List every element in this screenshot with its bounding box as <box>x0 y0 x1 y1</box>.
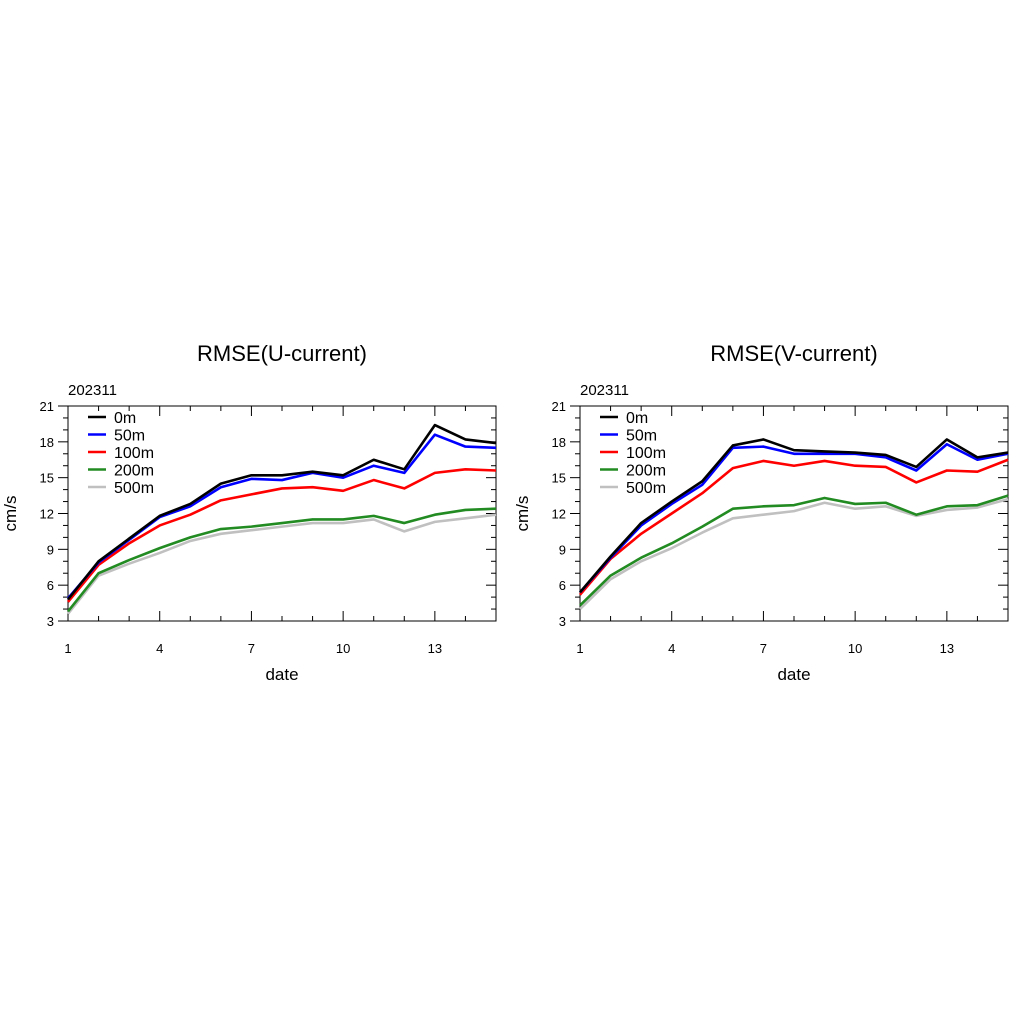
y-tick-label: 9 <box>559 542 566 557</box>
legend-label: 200m <box>114 463 154 480</box>
legend-label: 100m <box>114 445 154 462</box>
y-tick-label: 21 <box>552 399 566 414</box>
y-tick-label: 6 <box>47 578 54 593</box>
y-tick-label: 9 <box>47 542 54 557</box>
series-line-0m <box>66 423 497 601</box>
y-tick-label: 21 <box>40 399 54 414</box>
y-tick-label: 6 <box>559 578 566 593</box>
y-tick-label: 18 <box>40 435 54 450</box>
series-line-500m <box>579 497 1009 610</box>
legend-label: 50m <box>114 428 145 445</box>
x-tick-label: 13 <box>428 641 442 656</box>
series-line-100m <box>579 458 1009 596</box>
x-tick-label: 4 <box>668 641 675 656</box>
x-tick-label: 7 <box>760 641 767 656</box>
chart-subtitle: 202311 <box>580 382 629 399</box>
y-tick-label: 12 <box>40 507 54 522</box>
series-line-500m <box>66 513 497 615</box>
chart-panel-1: RMSE(U-current) 202311 1 4 7 10 13 3 6 9 12 15 18 21 d… <box>1 341 497 684</box>
series-line-100m <box>66 468 497 603</box>
legend-label: 0m <box>114 410 136 427</box>
chart-title: RMSE(U-current) <box>197 341 367 366</box>
x-axis-label: date <box>265 665 298 684</box>
y-tick-label: 15 <box>40 471 54 486</box>
y-tick-label: 3 <box>559 614 566 629</box>
series-line-50m <box>579 442 1009 594</box>
y-tick-label: 18 <box>552 435 566 450</box>
x-tick-label: 4 <box>156 641 163 656</box>
series-line-200m <box>66 507 497 613</box>
y-tick-label: 15 <box>552 471 566 486</box>
legend-label: 50m <box>626 428 657 445</box>
chart-panel-2: RMSE(V-current) 202311 1 4 7 10 13 3 6 9 12 15 18 21 d… <box>513 341 1009 684</box>
chart-title: RMSE(V-current) <box>710 341 877 366</box>
x-tick-label: 10 <box>336 641 350 656</box>
legend-label: 500m <box>626 480 666 497</box>
series-line-200m <box>579 494 1009 607</box>
y-tick-label: 12 <box>552 507 566 522</box>
y-axis-label: cm/s <box>513 496 532 532</box>
legend-label: 200m <box>626 463 666 480</box>
x-axis-label: date <box>777 665 810 684</box>
legend-label: 100m <box>626 445 666 462</box>
x-tick-label: 1 <box>64 641 71 656</box>
y-tick-label: 3 <box>47 614 54 629</box>
x-tick-label: 13 <box>940 641 954 656</box>
x-tick-label: 1 <box>576 641 583 656</box>
legend-label: 0m <box>626 410 648 427</box>
x-tick-label: 10 <box>848 641 862 656</box>
series-line-0m <box>579 438 1009 594</box>
chart-subtitle: 202311 <box>68 382 117 399</box>
x-tick-label: 7 <box>248 641 255 656</box>
y-axis-label: cm/s <box>1 496 20 532</box>
legend-label: 500m <box>114 480 154 497</box>
